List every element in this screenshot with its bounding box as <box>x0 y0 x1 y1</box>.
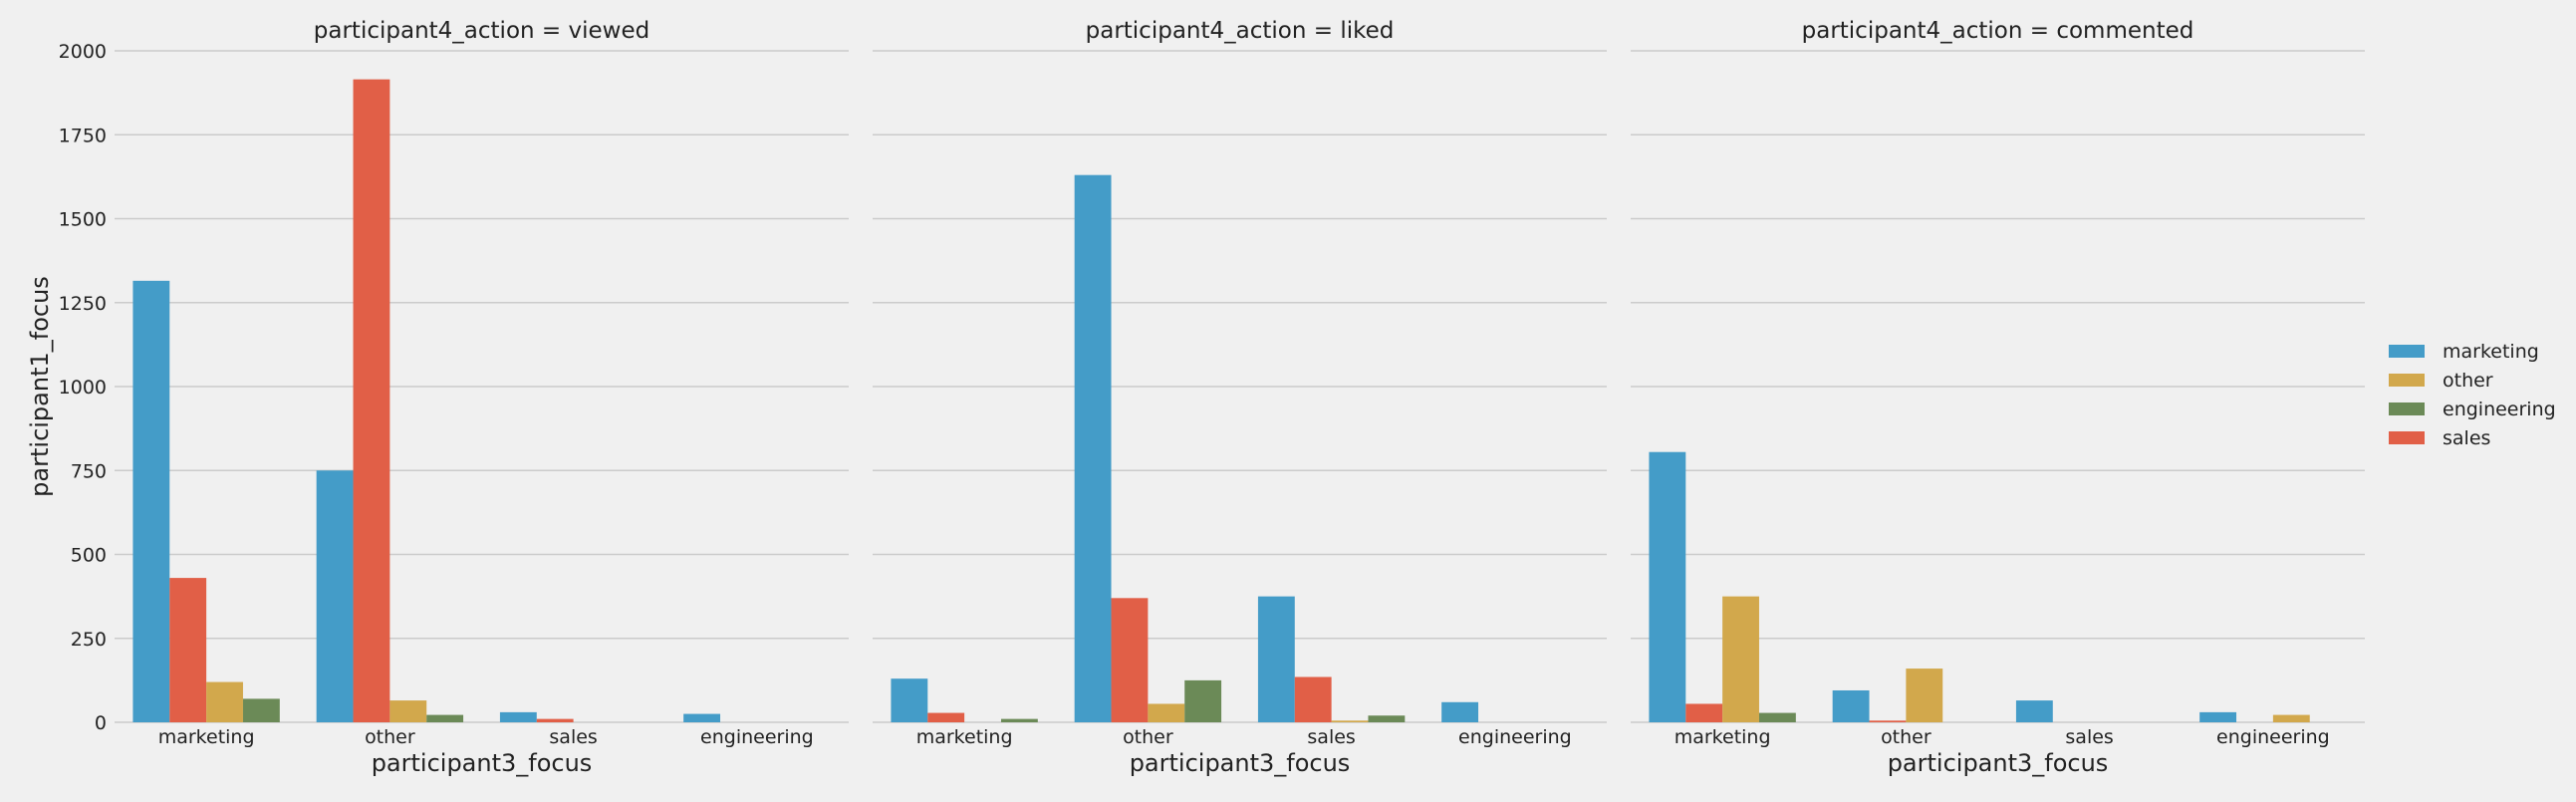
legend-label-marketing: marketing <box>2443 341 2539 363</box>
bar-other <box>2272 714 2310 722</box>
bar-other <box>1906 668 1943 722</box>
y-tick-label: 1750 <box>59 125 107 146</box>
bar-marketing <box>316 470 354 722</box>
bar-sales <box>1294 676 1332 722</box>
legend-label-sales: sales <box>2443 427 2490 449</box>
x-tick-label: other <box>365 726 415 748</box>
legend-swatch-other <box>2389 374 2425 387</box>
facet-title: participant4_action = commented <box>1802 18 2194 44</box>
bar-other <box>1722 596 1759 722</box>
bar-marketing <box>1257 596 1295 722</box>
x-tick-label: marketing <box>916 726 1013 748</box>
x-tick-label: sales <box>2065 726 2113 748</box>
facet-title: participant4_action = liked <box>1086 18 1395 44</box>
x-axis-title: participant3_focus <box>1888 749 2109 777</box>
bar-engineering <box>1000 718 1038 722</box>
facet-title: participant4_action = viewed <box>314 18 649 44</box>
y-tick-label: 750 <box>71 460 107 482</box>
x-axis-title: participant3_focus <box>372 749 593 777</box>
y-tick-label: 1250 <box>59 293 107 315</box>
legend-swatch-engineering <box>2389 402 2425 415</box>
bar-other <box>206 681 243 722</box>
x-tick-label: other <box>1881 726 1932 748</box>
x-tick-label: engineering <box>2216 726 2330 748</box>
x-tick-label: marketing <box>158 726 255 748</box>
x-tick-label: marketing <box>1674 726 1771 748</box>
y-tick-label: 1000 <box>59 377 107 399</box>
bar-marketing <box>2015 700 2053 722</box>
bar-other <box>1148 703 1185 722</box>
bar-sales <box>1111 598 1149 722</box>
bar-marketing <box>1441 701 1479 722</box>
bar-other <box>389 700 427 722</box>
legend-label-engineering: engineering <box>2443 399 2556 420</box>
bar-sales <box>353 79 390 722</box>
bar-sales <box>536 718 574 722</box>
bar-sales <box>1685 703 1723 722</box>
bar-engineering <box>1184 679 1222 722</box>
bar-engineering <box>1368 715 1406 722</box>
x-tick-label: engineering <box>700 726 814 748</box>
bar-other <box>1331 720 1369 722</box>
x-tick-label: sales <box>549 726 597 748</box>
bar-marketing <box>1832 689 1870 722</box>
x-tick-label: other <box>1123 726 1173 748</box>
bar-marketing <box>891 678 928 722</box>
bar-sales <box>1869 720 1907 722</box>
x-tick-label: engineering <box>1458 726 1572 748</box>
y-tick-label: 1500 <box>59 209 107 231</box>
y-tick-label: 250 <box>71 629 107 651</box>
x-axis-title: participant3_focus <box>1130 749 1351 777</box>
legend-label-other: other <box>2443 370 2493 392</box>
y-tick-label: 500 <box>71 545 107 567</box>
bar-marketing <box>1649 451 1686 722</box>
bar-marketing <box>683 713 721 722</box>
y-axis-title: participant1_focus <box>26 276 54 497</box>
bar-sales <box>927 712 965 722</box>
bar-marketing <box>499 711 537 722</box>
bar-marketing <box>2199 711 2237 722</box>
legend-swatch-sales <box>2389 431 2425 444</box>
bar-marketing <box>132 280 170 722</box>
bar-marketing <box>1074 174 1112 722</box>
bar-engineering <box>242 698 280 722</box>
y-tick-label: 2000 <box>59 41 107 63</box>
x-tick-label: sales <box>1307 726 1355 748</box>
bar-sales <box>169 578 207 722</box>
bar-engineering <box>426 714 464 722</box>
y-tick-label: 0 <box>95 712 107 734</box>
bar-engineering <box>1758 712 1796 722</box>
legend-swatch-marketing <box>2389 345 2425 358</box>
